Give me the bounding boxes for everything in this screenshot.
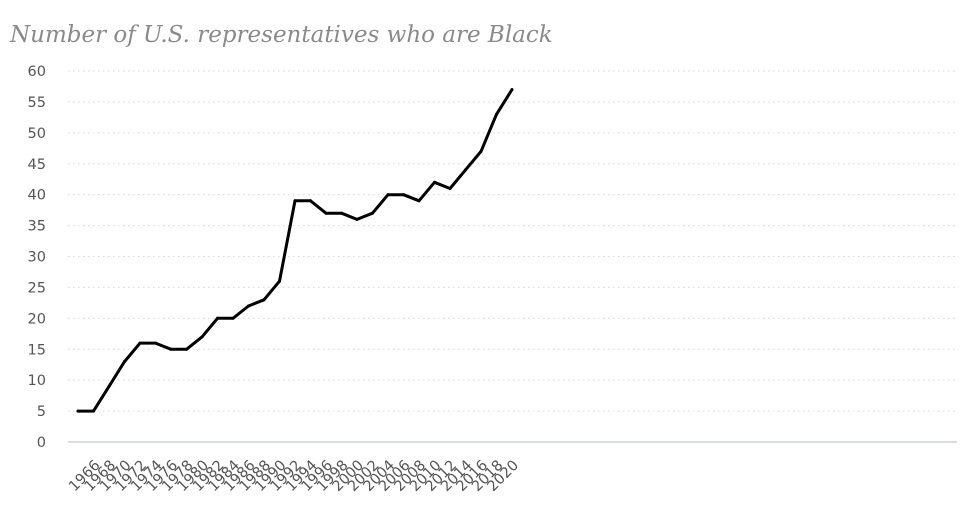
data-point [417,199,421,203]
data-point [293,199,297,203]
data-point [247,304,250,308]
data-point [340,211,343,215]
data-point [386,193,390,197]
series-line [76,88,514,413]
data-point [262,298,266,302]
data-point [371,211,374,215]
data-point [216,316,219,320]
data-point [76,409,80,413]
gridlines [68,70,957,412]
data-point [510,88,514,92]
data-point [200,335,204,339]
y-tick-label: 20 [28,311,46,327]
y-axis-ticks: 0 5 10 15 20 25 30 35 40 45 50 55 60 [28,64,46,451]
y-tick-label: 55 [28,95,46,111]
data-point [123,360,126,364]
y-tick-label: 30 [28,250,46,266]
data-point [309,199,312,203]
y-tick-label: 0 [37,435,46,451]
data-point [92,409,95,413]
data-point [402,193,405,197]
y-tick-label: 40 [28,188,46,204]
y-tick-label: 60 [28,64,46,80]
y-tick-label: 5 [37,404,46,420]
data-point [433,180,436,184]
y-tick-label: 45 [28,157,46,173]
data-point [107,384,111,388]
data-point [448,187,452,190]
data-point [278,279,281,283]
data-point [169,347,173,351]
y-tick-label: 35 [28,219,46,235]
y-tick-label: 50 [28,126,46,142]
data-point [154,341,157,345]
data-point [355,217,359,221]
series-group [76,88,514,413]
data-point [231,316,235,320]
data-point [479,149,483,153]
y-tick-label: 10 [28,373,46,389]
data-point [324,211,328,215]
chart-title: Number of U.S. representatives who are B… [10,22,553,48]
x-axis-ticks: 1966196819701972197419761978198019821984… [66,458,522,495]
data-point [138,341,142,345]
data-point [495,112,498,116]
data-point [185,347,188,351]
y-tick-label: 25 [28,280,46,296]
data-point [464,168,467,172]
y-tick-label: 15 [28,342,46,358]
